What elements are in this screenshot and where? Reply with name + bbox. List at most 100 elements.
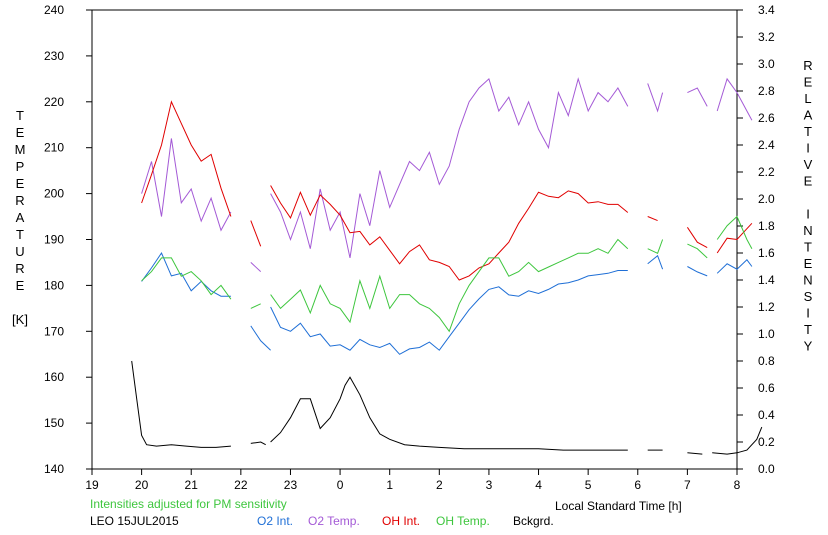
series-oh-int-line	[716, 222, 753, 254]
y-right-label-char: N	[803, 273, 812, 288]
x-tick-label: 19	[85, 478, 99, 492]
x-tick-label: 6	[634, 478, 641, 492]
y-left-label-char: M	[15, 142, 26, 157]
y-left-label-char: R	[15, 193, 24, 208]
y-left-tick-label: 190	[44, 233, 64, 247]
y-left-label-char: [K]	[12, 312, 28, 327]
series-o2-temp-line	[687, 87, 708, 107]
legend-bckgrd: Bckgrd.	[513, 514, 554, 528]
y-right-label-char: E	[804, 256, 813, 271]
x-tick-label: 7	[684, 478, 691, 492]
y-right-label-char: I	[806, 207, 810, 222]
y-left-label-char: A	[16, 210, 25, 225]
y-right-tick-label: 3.2	[758, 30, 775, 44]
series-o2-int-line	[141, 251, 231, 297]
series-oh-int-line	[270, 185, 629, 281]
y-right-label-char: Y	[804, 339, 813, 354]
y-right-label-char: L	[804, 91, 811, 106]
x-tick-label: 1	[386, 478, 393, 492]
series-o2-temp-line	[250, 262, 262, 272]
y-left-label-char: P	[16, 159, 25, 174]
y-right-tick-label: 1.6	[758, 246, 775, 260]
y-right-label-char: I	[806, 306, 810, 321]
y-right-tick-label: 0.4	[758, 408, 775, 422]
x-tick-label: 8	[734, 478, 741, 492]
series-oh-temp-line	[687, 243, 708, 259]
legend-o2-temp: O2 Temp.	[308, 514, 360, 528]
series-bckgrd-line	[712, 426, 763, 455]
x-tick-label: 20	[135, 478, 149, 492]
y-left-tick-label: 240	[44, 3, 64, 17]
x-tick-label: 23	[284, 478, 298, 492]
series-o2-temp-line	[716, 77, 753, 121]
x-tick-label: 0	[337, 478, 344, 492]
y-right-label-char: N	[803, 223, 812, 238]
x-tick-label: 3	[486, 478, 493, 492]
y-left-label-char: T	[16, 227, 24, 242]
legend-o2-int: O2 Int.	[257, 514, 294, 528]
series-o2-int-line	[270, 270, 628, 355]
y-left-tick-label: 210	[44, 141, 64, 155]
y-right-tick-label: 3.0	[758, 57, 775, 71]
series-o2-int-line	[250, 325, 271, 351]
y-right-tick-label: 0.2	[758, 435, 775, 449]
y-right-label-char: S	[804, 289, 813, 304]
x-tick-label: 4	[535, 478, 542, 492]
x-tick-label: 22	[234, 478, 248, 492]
y-right-tick-label: 3.4	[758, 3, 775, 17]
y-left-label-char: E	[16, 278, 25, 293]
series-oh-int-line	[647, 216, 658, 222]
series-oh-int-line	[686, 227, 708, 249]
y-right-tick-label: 0.8	[758, 354, 775, 368]
series-bckgrd-line	[250, 441, 266, 446]
y-right-label-char: T	[804, 124, 812, 139]
legend-oh-int: OH Int.	[382, 514, 421, 528]
y-axis-left: 140 150 160 170 180 190 200 210 220 230 240	[44, 3, 92, 476]
y-right-tick-label: 2.8	[758, 84, 775, 98]
y-right-label-char: T	[804, 322, 812, 337]
sensitivity-note: Intensities adjusted for PM sensitivity	[90, 497, 287, 511]
y-right-label-char: R	[803, 58, 812, 73]
x-tick-label: 21	[185, 478, 199, 492]
y-right-label-char: E	[804, 75, 813, 90]
y-right-label-char: E	[804, 174, 813, 189]
series-bckgrd-line	[270, 376, 628, 451]
series-o2-temp-line	[270, 77, 629, 259]
x-axis: 19 20 21 22 23 0 1 2 3 4 5 6 7 8	[85, 469, 741, 492]
legend-oh-temp: OH Temp.	[436, 514, 490, 528]
y-left-tick-label: 220	[44, 95, 64, 109]
y-left-label-char: E	[16, 125, 25, 140]
y-right-tick-label: 2.2	[758, 165, 775, 179]
y-right-tick-label: 1.8	[758, 219, 775, 233]
y-right-tick-label: 2.4	[758, 138, 775, 152]
y-left-tick-label: 180	[44, 278, 64, 292]
y-right-tick-label: 0.0	[758, 462, 775, 476]
x-tick-label: 2	[436, 478, 443, 492]
series-oh-temp-line	[141, 257, 232, 300]
x-tick-label: 5	[585, 478, 592, 492]
series-o2-temp-line	[647, 83, 664, 113]
plot-frame	[91, 9, 738, 470]
y-right-tick-label: 2.6	[758, 111, 775, 125]
y-right-tick-label: 1.4	[758, 273, 775, 287]
series-o2-int-line	[716, 259, 753, 274]
y-left-tick-label: 160	[44, 370, 64, 384]
y-left-label-char: E	[16, 176, 25, 191]
series-bckgrd-line	[687, 452, 703, 455]
y-left-tick-label: 230	[44, 49, 64, 63]
series-oh-temp-line	[270, 238, 629, 333]
y-right-tick-label: 0.6	[758, 381, 775, 395]
series-oh-temp-line	[716, 215, 753, 249]
y-left-tick-label: 150	[44, 416, 64, 430]
series-group	[131, 77, 763, 455]
x-axis-label: Local Standard Time [h]	[555, 499, 682, 513]
series-oh-temp-line	[647, 239, 664, 254]
y-left-tick-label: 170	[44, 324, 64, 338]
y-left-tick-label: 140	[44, 462, 64, 476]
y-left-label-char: U	[15, 244, 24, 259]
y-right-tick-label: 2.0	[758, 192, 775, 206]
series-o2-int-line	[647, 254, 664, 270]
